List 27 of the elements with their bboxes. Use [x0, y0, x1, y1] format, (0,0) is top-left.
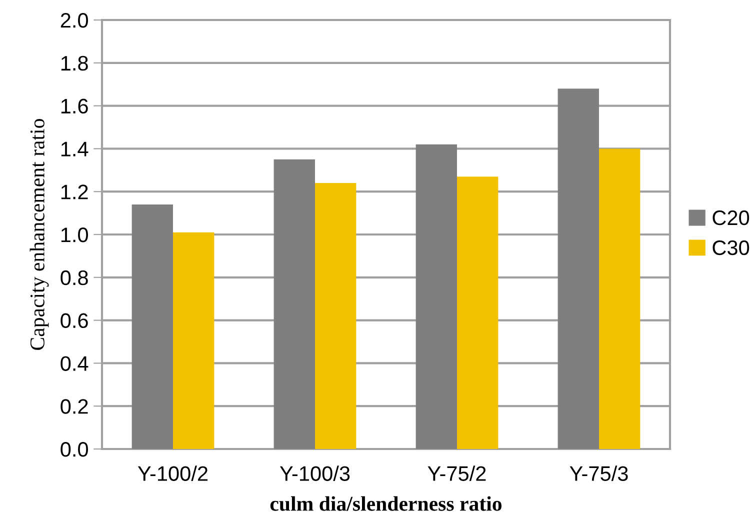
y-tick-label: 1.6 [61, 98, 88, 114]
x-tick-label: Y-100/3 [280, 466, 350, 481]
x-tick-label: Y-75/3 [570, 466, 628, 481]
legend-label: C30 [712, 240, 750, 256]
y-tick-label: 0.0 [60, 442, 88, 457]
x-tick-label: Y-100/2 [138, 466, 208, 481]
bar [599, 148, 640, 449]
y-tick-label: 1.4 [61, 142, 88, 156]
bar [457, 176, 498, 449]
bar [416, 144, 457, 449]
y-tick-label: 0.2 [60, 399, 88, 414]
bar [132, 204, 173, 449]
y-axis-title: Capacity enhancement ratio [30, 119, 49, 350]
bar [173, 232, 214, 449]
x-axis-title: culm dia/slenderness ratio [270, 496, 502, 511]
y-tick-label: 0.4 [60, 356, 88, 371]
y-tick-label: 0.8 [60, 270, 88, 286]
y-tick-label: 0.6 [60, 313, 88, 328]
x-tick-label: Y-75/2 [428, 466, 486, 481]
legend-label: C20 [712, 210, 750, 226]
bar [315, 183, 356, 449]
bar [274, 159, 315, 449]
y-tick-label: 2.0 [60, 13, 88, 28]
y-tick-label: 1.0 [61, 228, 88, 242]
y-tick-label: 1.2 [61, 184, 88, 200]
y-tick-label: 1.8 [61, 56, 88, 71]
bar [558, 88, 599, 449]
